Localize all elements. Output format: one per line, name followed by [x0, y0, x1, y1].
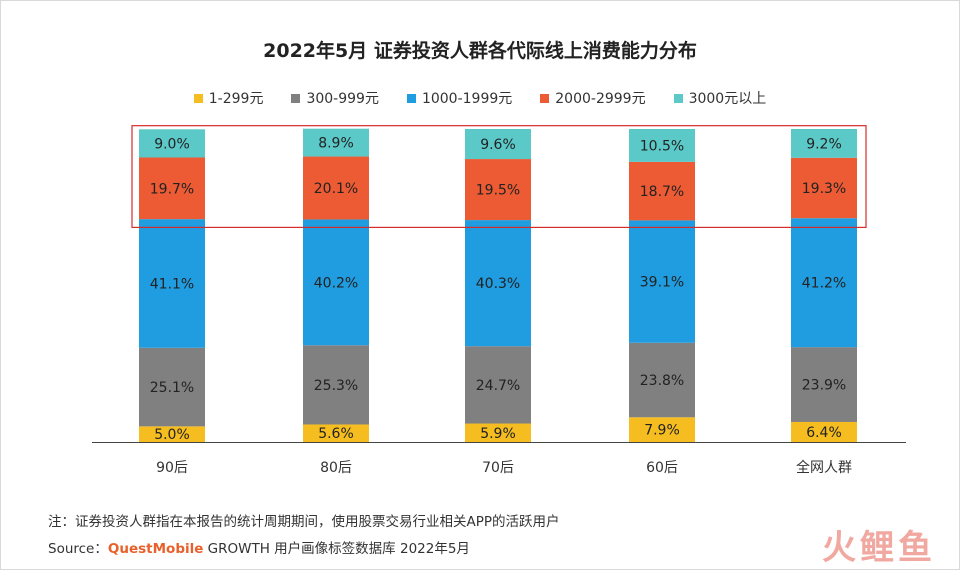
bar-segment — [629, 161, 695, 221]
data-label: 19.7% — [150, 181, 194, 197]
data-label: 19.5% — [476, 183, 520, 199]
data-label: 9.2% — [806, 136, 842, 152]
bar-segment — [465, 423, 531, 442]
bar-segment — [791, 421, 857, 442]
x-tick-label: 80后 — [320, 460, 352, 476]
x-tick-label: 全网人群 — [796, 459, 852, 476]
bar-segment — [629, 417, 695, 442]
data-label: 40.2% — [314, 275, 358, 291]
bar-segment — [629, 220, 695, 343]
bar-segment — [303, 156, 369, 220]
source-brand: QuestMobile — [107, 541, 204, 557]
data-label: 9.6% — [480, 137, 516, 153]
x-tick-label: 60后 — [646, 460, 678, 476]
data-label: 24.7% — [476, 378, 520, 394]
data-label: 23.9% — [802, 378, 846, 394]
x-tick-label: 90后 — [156, 460, 188, 476]
legend-item: 3000元以上 — [673, 88, 767, 108]
bar-segment — [465, 159, 531, 221]
legend-label: 3000元以上 — [688, 91, 767, 107]
bar-segment — [465, 346, 531, 424]
footnote: 注：证券投资人群指在本报告的统计周期期间，使用股票交易行业相关APP的活跃用户 — [48, 514, 560, 530]
data-label: 8.9% — [318, 136, 354, 152]
brand-logo: 火鲤鱼 — [822, 528, 936, 568]
legend-swatch — [673, 93, 683, 103]
data-label: 5.0% — [154, 427, 190, 443]
bar-segment — [629, 129, 695, 162]
data-label: 6.4% — [806, 425, 842, 441]
bar-segment — [303, 424, 369, 442]
data-label: 9.0% — [154, 136, 190, 152]
source-line: Source：QuestMobile GROWTH 用户画像标签数据库 2022… — [48, 537, 470, 557]
legend-item: 300-999元 — [291, 88, 379, 108]
legend: 1-299元 300-999元 1000-1999元 2000-2999元 30… — [0, 88, 960, 108]
bar-segment — [303, 219, 369, 346]
legend-label: 300-999元 — [306, 91, 379, 107]
bar-segment — [791, 218, 857, 348]
bar-segment — [791, 347, 857, 422]
data-label: 5.6% — [318, 426, 354, 442]
bar-segment — [303, 345, 369, 425]
legend-swatch — [406, 93, 416, 103]
legend-label: 1-299元 — [208, 91, 264, 107]
bar-segment — [465, 129, 531, 160]
bar-segment — [139, 219, 205, 348]
legend-swatch — [291, 93, 301, 103]
data-label: 19.3% — [802, 181, 846, 197]
bar-segment — [303, 128, 369, 157]
legend-item: 1-299元 — [193, 88, 264, 108]
bar-segment — [791, 129, 857, 158]
data-label: 18.7% — [640, 184, 684, 200]
data-label: 25.3% — [314, 378, 358, 394]
data-label: 23.8% — [640, 373, 684, 389]
legend-label: 1000-1999元 — [421, 91, 513, 107]
stacked-bar-chart: 5.0% 25.1% 41.1% 19.7% 9.0% 90后 5.6% 25.3% 40.2%… — [92, 125, 906, 476]
data-label: 41.1% — [150, 276, 194, 292]
chart-title: 2022年5月 证券投资人群各代际线上消费能力分布 — [263, 40, 697, 62]
data-label: 7.9% — [644, 423, 680, 439]
bar-segment — [139, 129, 205, 158]
data-label: 5.9% — [480, 426, 516, 442]
source-label: Source： — [48, 541, 108, 557]
bar-segment — [791, 157, 857, 219]
legend-swatch — [540, 93, 550, 103]
legend-swatch — [193, 93, 203, 103]
data-label: 40.3% — [476, 276, 520, 292]
bar-segment — [139, 157, 205, 220]
highlight-box — [131, 125, 867, 228]
bar-segment — [629, 342, 695, 418]
bar-segment — [465, 220, 531, 347]
x-tick-label: 70后 — [482, 460, 514, 476]
data-label: 39.1% — [640, 275, 684, 291]
legend-label: 2000-2999元 — [555, 91, 646, 107]
data-label: 10.5% — [640, 138, 684, 154]
data-label: 41.2% — [802, 276, 846, 292]
legend-item: 2000-2999元 — [540, 88, 646, 108]
bar-segment — [139, 347, 205, 427]
bar-segment — [139, 426, 205, 442]
legend-item: 1000-1999元 — [406, 88, 513, 108]
source-text: GROWTH 用户画像标签数据库 2022年5月 — [203, 541, 470, 557]
data-label: 20.1% — [314, 181, 358, 197]
data-label: 25.1% — [150, 380, 194, 396]
